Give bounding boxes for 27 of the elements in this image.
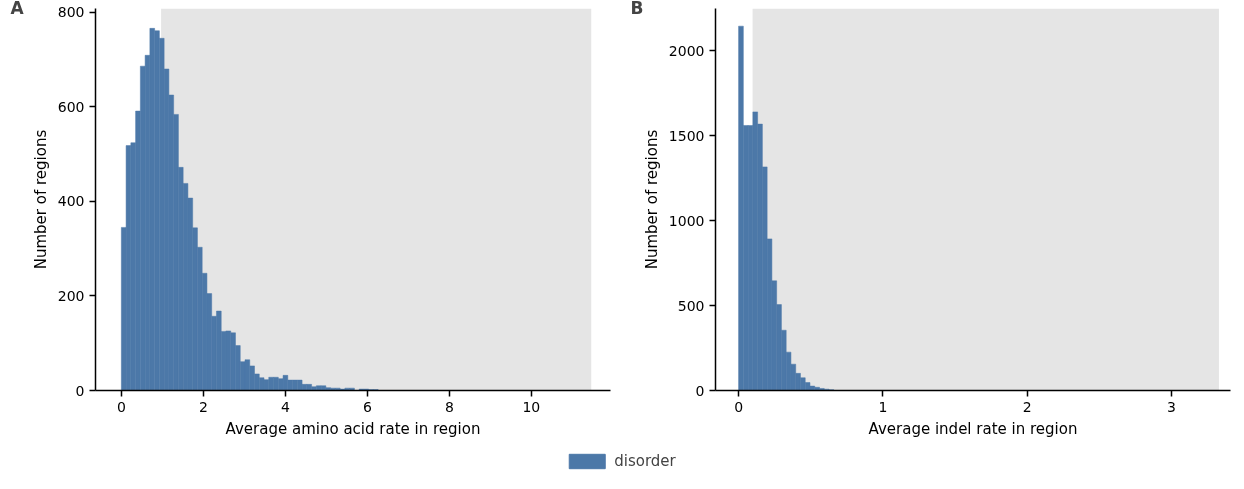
y-tick-label: 0 (695, 382, 705, 399)
y-tick-label: 500 (677, 297, 705, 314)
x-tick-label: 1 (878, 398, 888, 415)
y-tick-label: 400 (57, 193, 85, 210)
y-axis-title: Number of regions (642, 129, 661, 270)
y-tick-label: 600 (57, 98, 85, 115)
legend-label: disorder (614, 452, 676, 470)
x-tick-label: 0 (734, 398, 744, 415)
x-tick-label: 2 (1022, 398, 1032, 415)
y-tick-label: 0 (75, 382, 85, 399)
x-tick-label: 6 (362, 398, 372, 415)
x-axis-title: Average amino acid rate in region (225, 419, 481, 438)
y-tick-label: 200 (57, 287, 85, 304)
x-tick-label: 8 (444, 398, 454, 415)
y-tick-label: 800 (57, 4, 85, 21)
x-tick-label: 2 (198, 398, 208, 415)
x-tick-label: 4 (280, 398, 290, 415)
y-axis-title: Number of regions (31, 129, 50, 270)
chart-title: A (10, 0, 25, 18)
x-tick-label: 10 (522, 398, 541, 415)
chart-title: B (630, 0, 644, 18)
y-tick-label: 2000 (668, 42, 705, 59)
y-tick-label: 1000 (668, 212, 705, 229)
x-axis-title: Average indel rate in region (868, 419, 1078, 438)
x-tick-label: 3 (1166, 398, 1176, 415)
x-tick-label: 0 (116, 398, 126, 415)
y-tick-label: 1500 (668, 127, 705, 144)
